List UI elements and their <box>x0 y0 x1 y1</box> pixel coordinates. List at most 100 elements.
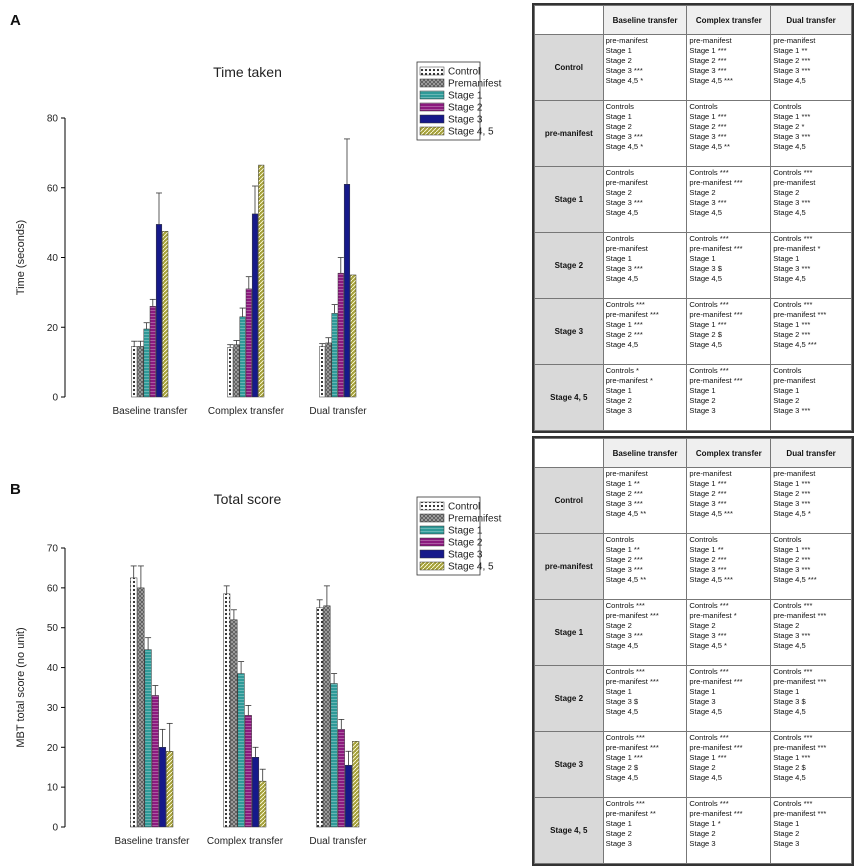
cell-line: Stage 1 *** <box>773 753 811 762</box>
cell-line: Stage 4,5 <box>773 208 806 217</box>
comparison-table: Baseline transfer Complex transfer Dual tr… <box>534 438 852 864</box>
cell-line: Controls *** <box>773 667 813 676</box>
cell-line: Stage 3 *** <box>773 198 811 207</box>
cell-line: Stage 2 <box>689 396 716 405</box>
cell-line: Stage 1 <box>689 386 716 395</box>
cell-line: Stage 4,5 <box>689 274 722 283</box>
table-cell: Controls * pre-manifest * Stage 1 Stage 2 St… <box>602 364 688 431</box>
legend-label-premanifest: Premanifest <box>448 79 502 90</box>
y-tick-label: 70 <box>47 544 59 555</box>
column-header: Dual transfer <box>770 438 852 468</box>
cell-line: Stage 4,5 <box>605 340 639 349</box>
table-cell: Controls *** pre-manifest *** Stage 1 Stage… <box>686 364 772 431</box>
legend-label-stage-2: Stage 2 <box>448 103 483 114</box>
bar-stage-4-5-dual-transfer <box>352 741 360 828</box>
column-header: Dual transfer <box>770 5 852 35</box>
row-header: Stage 1 <box>534 166 604 233</box>
table-row: Control pre-manifest Stage 1 ** Stage 2 ***… <box>534 467 852 534</box>
cell-line: Controls <box>689 535 718 544</box>
table-cell: Controls *** pre-manifest *** Stage 1 *** S… <box>686 731 772 798</box>
bar-stage-4-5-dual-transfer <box>350 274 357 398</box>
row-header: Stage 3 <box>534 731 604 798</box>
table-cell: Controls *** pre-manifest ** Stage 1 Stage … <box>602 797 688 864</box>
legend-swatch-stage-3 <box>419 549 445 559</box>
cell-line: Stage 3 <box>605 406 632 415</box>
cell-line: Stage 2 *** <box>773 555 811 564</box>
total-score-comparison-table: Baseline transfer Complex transfer Dual tr… <box>532 436 854 866</box>
cell-line: Controls *** <box>773 733 813 742</box>
table-cell: Controls *** pre-manifest *** Stage 1 *** S… <box>602 298 688 365</box>
cell-line: Stage 1 <box>773 819 800 828</box>
cell-line: pre-manifest <box>773 36 816 45</box>
cell-line: Stage 4,5 *** <box>773 340 817 349</box>
cell-line: Stage 2 <box>689 188 716 197</box>
cell-line: Stage 3 *** <box>605 198 643 207</box>
table-row: Control pre-manifest Stage 1 Stage 2 Stage 3… <box>534 34 852 101</box>
comparison-table: Baseline transfer Complex transfer Dual tr… <box>534 5 852 431</box>
table-cell: Controls Stage 1 *** Stage 2 * Stage 3 *** S… <box>770 100 852 167</box>
y-axis-label: Time (seconds) <box>15 220 27 295</box>
cell-line: Stage 2 *** <box>689 489 727 498</box>
cell-line: Stage 3 *** <box>689 499 727 508</box>
bar-stage-4-5-baseline-transfer <box>162 231 169 398</box>
cell-line: Controls *** <box>605 300 645 309</box>
table-cell: Controls Stage 1 *** Stage 2 *** Stage 3 **… <box>770 533 852 600</box>
cell-line: Controls <box>689 102 718 111</box>
cell-line: Stage 3 *** <box>605 499 643 508</box>
cell-line: Stage 2 <box>605 621 632 630</box>
cell-line: Stage 4,5 *** <box>689 509 733 518</box>
bar-premanifest-baseline-transfer <box>137 587 145 828</box>
bar-stage-1-dual-transfer <box>330 683 338 828</box>
bar-stage-2-complex-transfer <box>245 288 252 398</box>
row-header: Stage 2 <box>534 232 604 299</box>
cell-line: Stage 2 *** <box>773 489 811 498</box>
table-row: Stage 1 Controls pre-manifest Stage 2 Stage … <box>534 166 852 233</box>
cell-line: Stage 4,5 * <box>605 142 644 151</box>
legend-swatch-stage-4-5 <box>419 561 445 571</box>
table-cell: Controls *** pre-manifest *** Stage 2 Stage… <box>770 599 852 666</box>
cell-line: Stage 1 <box>605 819 632 828</box>
bar-stage-2-complex-transfer <box>244 715 252 828</box>
cell-line: Stage 4,5 <box>605 773 639 782</box>
cell-line: Stage 3 *** <box>605 132 643 141</box>
y-tick-label: 0 <box>52 823 58 834</box>
cell-line: Stage 1 <box>773 687 800 696</box>
cell-line: Stage 4,5 <box>605 274 639 283</box>
cell-line: pre-manifest * <box>773 244 821 253</box>
cell-line: Stage 3 *** <box>689 132 727 141</box>
cell-line: Stage 2 *** <box>773 330 811 339</box>
cell-line: Stage 4,5 ** <box>605 509 647 518</box>
legend-swatch-stage-2 <box>419 537 445 547</box>
legend-label-control: Control <box>448 502 480 513</box>
cell-line: Stage 2 <box>773 829 800 838</box>
cell-line: pre-manifest *** <box>689 310 743 319</box>
cell-line: pre-manifest <box>605 469 648 478</box>
cell-line: Stage 4,5 ** <box>689 142 730 151</box>
table-row: pre-manifest Controls Stage 1 ** Stage 2 **… <box>534 533 852 600</box>
y-tick-label: 80 <box>47 114 59 125</box>
cell-line: Stage 3 *** <box>605 631 643 640</box>
cell-line: Stage 3 *** <box>605 264 643 273</box>
cell-line: pre-manifest <box>689 36 732 45</box>
row-header: Stage 3 <box>534 298 604 365</box>
row-header: Control <box>534 467 604 534</box>
cell-line: Controls <box>773 535 802 544</box>
cell-line: pre-manifest *** <box>605 677 659 686</box>
cell-line: Controls *** <box>689 366 729 375</box>
cell-line: Stage 1 *** <box>773 479 811 488</box>
cell-line: Controls *** <box>773 601 813 610</box>
cell-line: Stage 3 *** <box>773 565 811 574</box>
row-header: Stage 1 <box>534 599 604 666</box>
cell-line: Stage 4,5 <box>773 274 806 283</box>
x-tick-label: Dual transfer <box>309 836 367 847</box>
cell-line: Stage 2 <box>605 396 632 405</box>
column-header: Complex transfer <box>686 438 772 468</box>
table-row: Stage 3 Controls *** pre-manifest *** Stage… <box>534 731 852 798</box>
bar-control-baseline-transfer <box>130 577 138 828</box>
cell-line: Stage 4,5 *** <box>689 575 733 584</box>
table-cell: Controls Stage 1 Stage 2 Stage 3 *** Stage 4… <box>602 100 688 167</box>
cell-line: pre-manifest *** <box>689 677 743 686</box>
cell-line: Stage 4,5 * <box>689 641 727 650</box>
bar-stage-1-complex-transfer <box>237 673 245 828</box>
cell-line: pre-manifest *** <box>689 244 743 253</box>
